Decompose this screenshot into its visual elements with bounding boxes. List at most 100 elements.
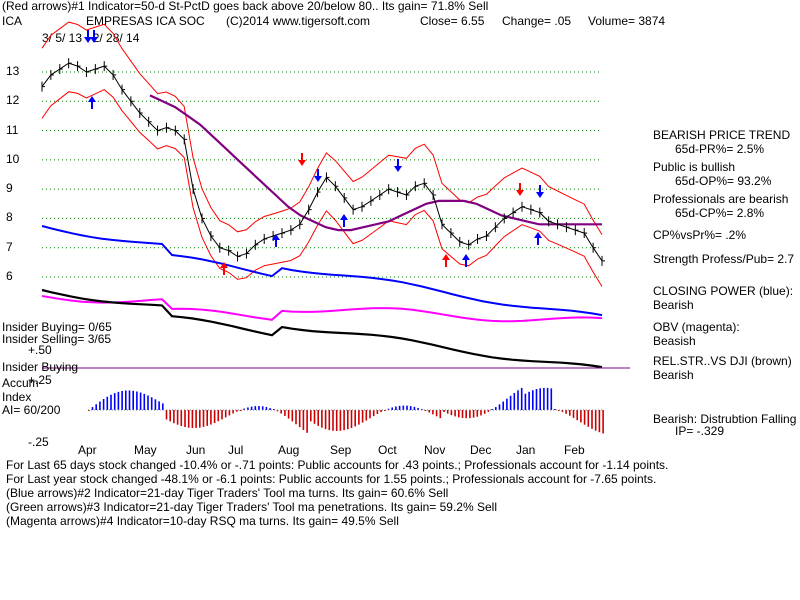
accum-bar: [472, 410, 475, 418]
accum-bar: [265, 407, 268, 410]
y-tick-12: 12: [6, 93, 20, 108]
public-label: Public is bullish: [653, 160, 736, 174]
accum-bar: [580, 410, 582, 423]
accum-bar: [284, 410, 286, 416]
y-tick-11: 11: [6, 122, 19, 137]
accum-bar: [483, 410, 486, 414]
price-trend-label: BEARISH PRICE TREND: [653, 128, 791, 142]
accum-bar: [583, 410, 586, 425]
accum-plus50: +.50: [28, 343, 52, 357]
accum-bar: [147, 395, 149, 410]
accum-bar: [350, 410, 353, 428]
month-tick-Jan: Jan: [516, 443, 536, 457]
accum-bar: [432, 410, 434, 415]
accum-bar: [461, 410, 464, 418]
month-tick-Oct: Oct: [378, 443, 397, 457]
accum-bar: [476, 410, 479, 417]
cp-percent: 65d-CP%= 2.8%: [675, 206, 765, 220]
accumulation-histogram: [88, 387, 604, 434]
y-tick-6: 6: [6, 269, 13, 283]
red-buy-arrow: [442, 254, 450, 267]
accum-bar: [180, 410, 183, 427]
closing-power-status: Bearish: [653, 298, 694, 312]
month-tick-Sep: Sep: [330, 443, 352, 457]
accum-bar: [298, 410, 301, 428]
accum-bar: [524, 393, 527, 410]
accum-bar: [572, 410, 575, 418]
accum-bar: [439, 410, 442, 419]
blue-sell-arrow: [536, 185, 544, 198]
accum-bar: [99, 401, 101, 410]
obv-line: [41, 295, 603, 323]
accum-bar: [491, 409, 493, 410]
accum-bar: [95, 404, 97, 410]
accum-bar: [446, 410, 449, 414]
accum-bar: [273, 409, 275, 410]
accum-bar: [91, 407, 94, 410]
month-tick-Feb: Feb: [564, 443, 585, 457]
accum-bar: [528, 391, 530, 410]
accum-bar: [591, 410, 593, 429]
accum-bar: [358, 410, 360, 425]
accum-bar: [450, 410, 453, 416]
company-name: EMPRESAS ICA SOC: [86, 14, 205, 28]
op-percent: 65d-OP%= 93.2%: [675, 174, 772, 188]
accum-bar: [384, 410, 386, 411]
indicator-1-title: (Red arrows)#1 Indicator=50-d St-PctD go…: [2, 0, 489, 13]
red-buy-arrow: [220, 262, 228, 275]
accum-bar: [487, 410, 490, 412]
blue-sell-arrow: [314, 169, 322, 182]
ticker-symbol: ICA: [2, 14, 23, 28]
accum-bar: [424, 410, 427, 411]
price-change: Change= .05: [502, 14, 572, 28]
footer-magenta-arrows: (Magenta arrows)#4 Indicator=10-day RSQ …: [6, 514, 399, 528]
accum-bar: [143, 393, 146, 410]
accum-bar: [502, 401, 504, 410]
accum-bar: [261, 406, 264, 410]
accum-bar: [402, 405, 405, 410]
accum-bar: [347, 410, 349, 430]
accum-bar: [221, 410, 223, 420]
month-tick-Dec: Dec: [470, 443, 492, 457]
y-tick-7: 7: [6, 239, 13, 254]
accum-bar: [202, 410, 205, 427]
accum-bar: [443, 410, 445, 412]
accum-bar: [576, 410, 578, 421]
accum-bar: [532, 390, 534, 410]
accum-bar: [154, 399, 157, 410]
month-tick-Nov: Nov: [424, 443, 446, 457]
red-sell-arrow: [516, 183, 524, 196]
month-tick-Jul: Jul: [228, 443, 244, 457]
accum-bar: [224, 410, 227, 418]
accum-bar: [409, 406, 412, 410]
accum-bar: [365, 410, 368, 421]
footer-green-arrows: (Green arrows)#3 Indicator=21-day Tiger …: [6, 500, 497, 514]
accum-bar: [213, 410, 216, 424]
signal-arrows: [84, 30, 544, 275]
accum-bar: [517, 390, 519, 410]
blue-sell-arrow: [394, 159, 402, 172]
accum-bar: [395, 406, 397, 410]
index-label: Index: [2, 390, 32, 404]
pr-percent: 65d-PR%= 2.5%: [675, 142, 765, 156]
chart-gridlines: [42, 71, 602, 278]
accum-bar: [569, 410, 571, 416]
accum-bar: [247, 407, 249, 410]
accum-bar: [132, 390, 134, 410]
accum-bar: [250, 406, 253, 410]
accum-bar: [561, 410, 564, 412]
insider-selling-count: Insider Selling= 3/65: [2, 332, 112, 346]
accum-bar: [269, 408, 271, 410]
accum-bar: [335, 410, 338, 431]
accum-bar: [539, 388, 541, 410]
lower-band: [41, 89, 603, 287]
accum-bar: [176, 410, 179, 425]
blue-sell-arrow: [84, 30, 92, 43]
accum-bar: [121, 390, 123, 410]
footer-65day: For Last 65 days stock changed -10.4% or…: [6, 458, 669, 472]
accum-bar: [276, 410, 279, 412]
accum-bar: [158, 401, 160, 410]
relstr-status: Bearish: [653, 368, 694, 382]
accum-bar: [495, 407, 497, 410]
